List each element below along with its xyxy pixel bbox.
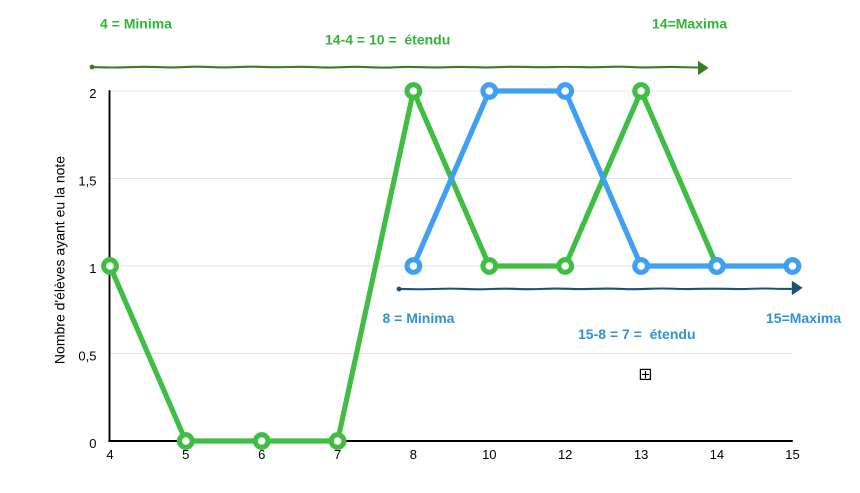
svg-text:14: 14 [710, 447, 724, 462]
svg-text:10: 10 [482, 447, 496, 462]
svg-text:13: 13 [634, 447, 648, 462]
svg-text:15-8 = 7 = étendu: 15-8 = 7 = étendu [578, 326, 696, 342]
svg-text:15=Maxima: 15=Maxima [766, 310, 841, 326]
svg-text:2: 2 [89, 86, 96, 101]
svg-text:Nombre d'élèves ayant eu la no: Nombre d'élèves ayant eu la note [52, 156, 68, 364]
svg-text:4: 4 [106, 447, 113, 462]
svg-text:14-4 = 10 = étendu: 14-4 = 10 = étendu [325, 32, 450, 48]
svg-text:1,5: 1,5 [78, 173, 96, 188]
svg-text:7: 7 [334, 447, 341, 462]
svg-text:8: 8 [410, 447, 417, 462]
svg-text:5: 5 [182, 447, 189, 462]
svg-text:14=Maxima: 14=Maxima [652, 15, 727, 31]
svg-text:1: 1 [89, 261, 96, 276]
svg-text:15: 15 [785, 447, 799, 462]
svg-text:12: 12 [558, 447, 572, 462]
svg-text:8 = Minima: 8 = Minima [383, 310, 455, 326]
svg-text:0,5: 0,5 [78, 348, 96, 363]
svg-text:6: 6 [258, 447, 265, 462]
svg-text:4 = Minima: 4 = Minima [100, 15, 172, 31]
svg-text:0: 0 [89, 436, 96, 451]
